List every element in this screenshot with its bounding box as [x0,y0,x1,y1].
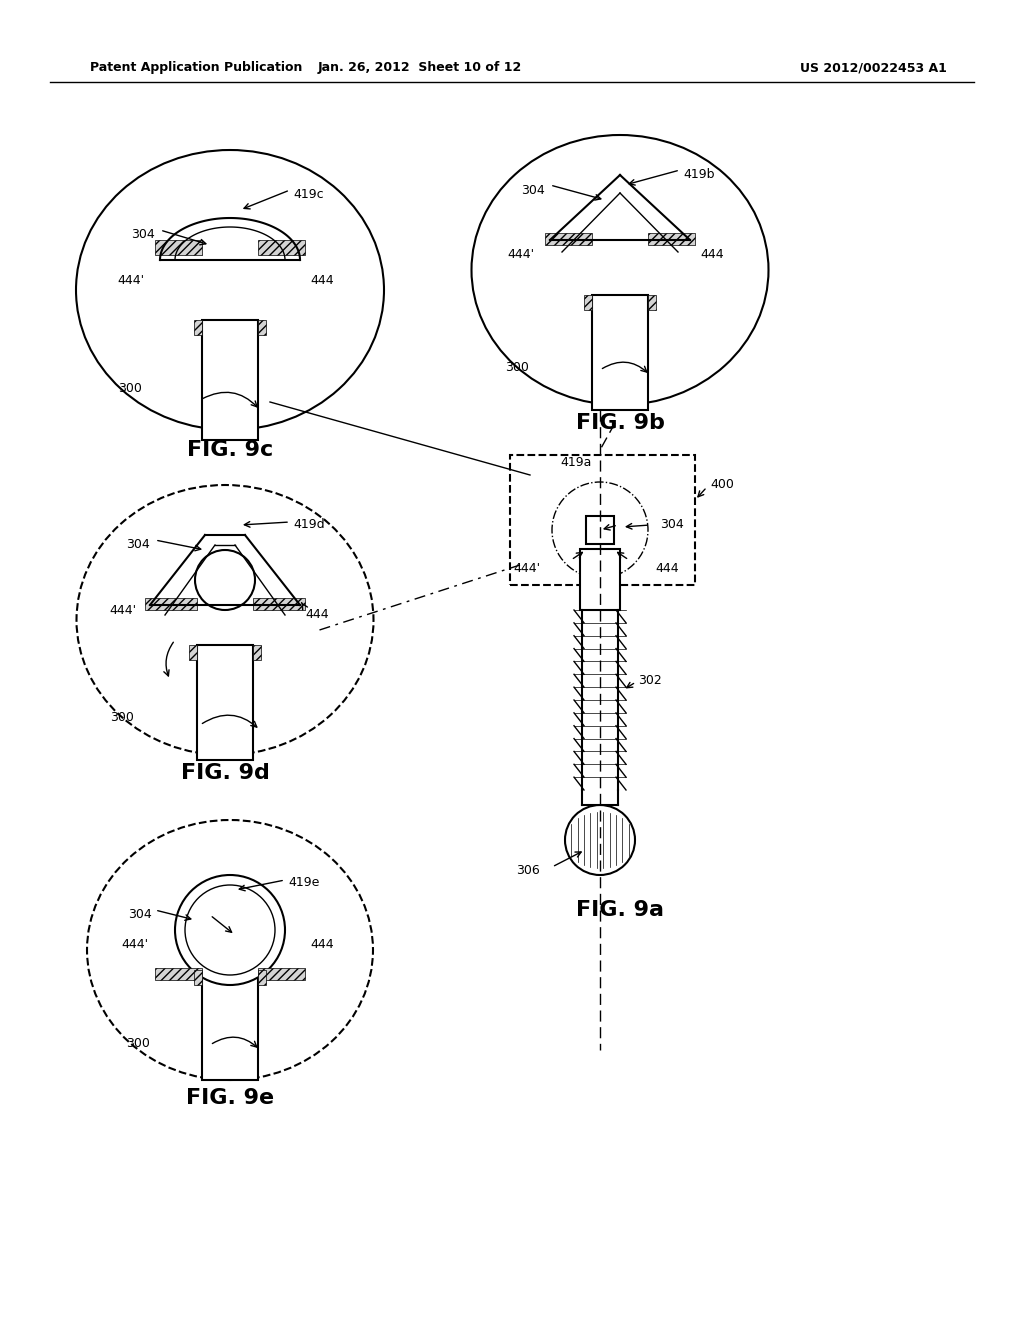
Text: 419b: 419b [683,169,715,181]
Text: 300: 300 [126,1038,150,1051]
Bar [194,970,202,985]
Bar [258,240,305,255]
Text: 300: 300 [111,710,134,723]
Bar [258,968,305,979]
Text: 419c: 419c [293,189,324,202]
Text: 304: 304 [128,908,152,921]
Text: Patent Application Publication: Patent Application Publication [90,62,302,74]
Bar [202,319,258,440]
Text: 304: 304 [521,183,545,197]
Bar [648,234,695,246]
Text: 419a: 419a [560,457,592,470]
Text: 304: 304 [131,228,155,242]
Text: 419e: 419e [288,876,319,890]
Text: FIG. 9c: FIG. 9c [186,440,273,459]
Text: 304: 304 [660,519,684,532]
Bar [258,319,266,335]
Text: FIG. 9d: FIG. 9d [180,763,269,783]
Text: 400: 400 [710,479,734,491]
Text: 444: 444 [700,248,724,261]
Bar [253,645,261,660]
Text: 419d: 419d [293,519,325,532]
Text: Jan. 26, 2012  Sheet 10 of 12: Jan. 26, 2012 Sheet 10 of 12 [317,62,522,74]
Bar [584,294,592,310]
Bar [155,240,202,255]
Bar [189,645,197,660]
Text: FIG. 9a: FIG. 9a [575,900,664,920]
Circle shape [565,805,635,875]
Text: 300: 300 [118,381,142,395]
Bar [648,294,656,310]
Text: 444': 444' [513,561,540,574]
Bar [197,645,253,760]
Text: 444: 444 [305,609,329,622]
Bar [586,516,614,544]
Bar [155,968,202,979]
Bar [592,294,648,411]
Bar [258,970,266,985]
Text: 302: 302 [638,673,662,686]
Circle shape [175,875,285,985]
Bar [202,970,258,1080]
Text: 444: 444 [310,273,334,286]
Text: FIG. 9b: FIG. 9b [575,413,665,433]
Text: 306: 306 [516,863,540,876]
Text: 444: 444 [310,939,334,952]
Bar [194,319,202,335]
Text: 444': 444' [118,273,145,286]
Text: 444': 444' [110,603,137,616]
Text: US 2012/0022453 A1: US 2012/0022453 A1 [800,62,947,74]
Text: 304: 304 [126,539,150,552]
Text: 444': 444' [121,939,148,952]
Text: FIG. 9e: FIG. 9e [186,1088,274,1107]
Bar [580,549,620,610]
Circle shape [195,550,255,610]
Text: 300: 300 [505,360,529,374]
Bar [145,598,197,610]
Text: 444: 444 [655,561,679,574]
Bar [545,234,592,246]
Text: 444': 444' [508,248,535,261]
Bar [253,598,305,610]
